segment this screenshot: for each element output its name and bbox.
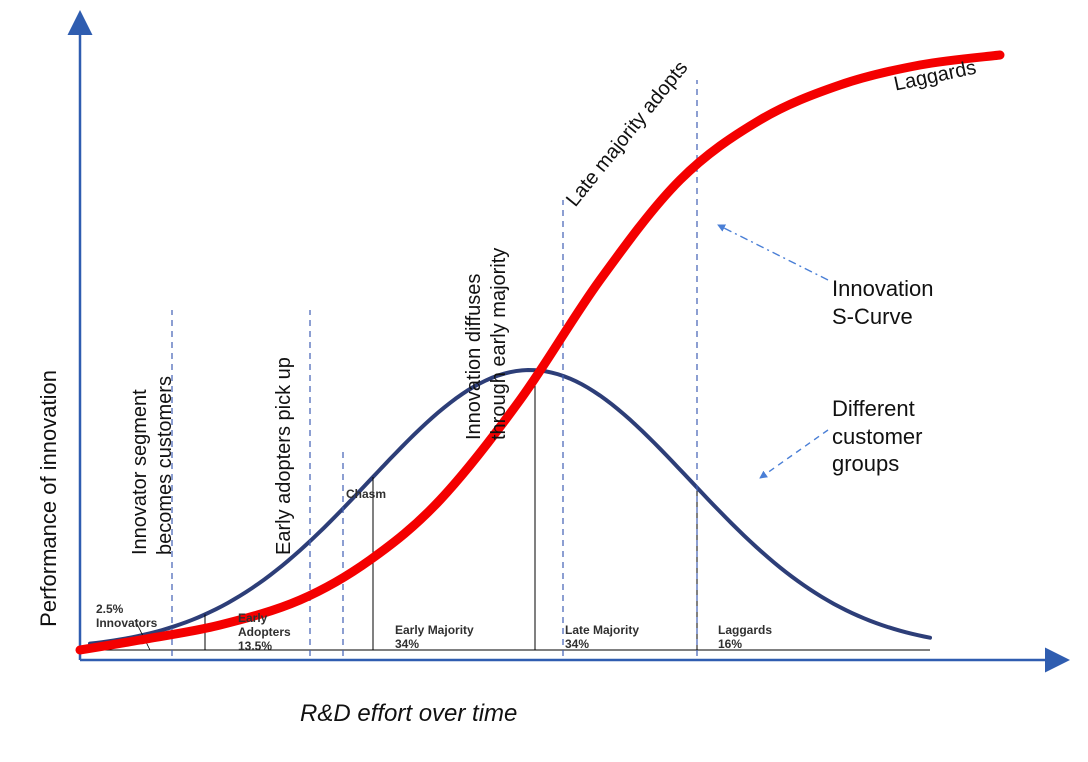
stage-label-innovator-segment: Innovator segment becomes customers bbox=[128, 376, 178, 555]
s-curve bbox=[80, 55, 1000, 650]
chasm-label: Chasm bbox=[346, 487, 386, 501]
callout-arrow-0 bbox=[718, 225, 828, 280]
callout-arrow-1 bbox=[760, 430, 828, 478]
stage-label-innovation-diffuses: Innovation diffuses through early majori… bbox=[462, 248, 512, 440]
x-axis-label: R&D effort over time bbox=[300, 700, 517, 728]
segment-label-innovators: 2.5% Innovators bbox=[96, 603, 157, 631]
chart-stage: Performance of innovation R&D effort ove… bbox=[0, 0, 1088, 762]
callout-customer-groups: Different customer groups bbox=[832, 395, 922, 478]
segment-label-early-majority: Early Majority 34% bbox=[395, 624, 474, 652]
segment-label-early-adopters: Early Adopters 13.5% bbox=[238, 612, 291, 653]
y-axis-label: Performance of innovation bbox=[36, 113, 62, 370]
segment-label-laggards: Laggards 16% bbox=[718, 624, 772, 652]
callout-s-curve: Innovation S-Curve bbox=[832, 275, 934, 330]
segment-label-late-majority: Late Majority 34% bbox=[565, 624, 639, 652]
stage-label-early-adopters: Early adopters pick up bbox=[272, 357, 297, 555]
